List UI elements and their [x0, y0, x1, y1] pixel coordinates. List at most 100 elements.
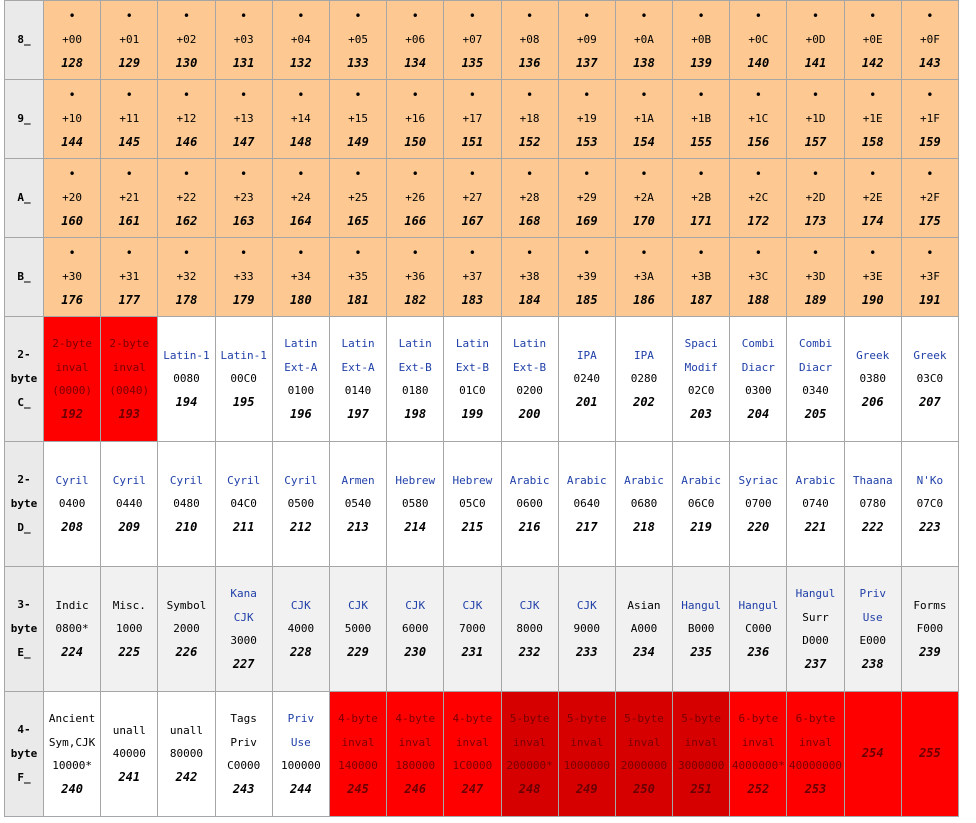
- byte-cell: Priv Use E000 238: [843, 566, 902, 692]
- block-link[interactable]: Cyril: [112, 473, 146, 487]
- byte-value: 197: [347, 406, 369, 421]
- byte-value: 150: [404, 134, 427, 149]
- block-link[interactable]: CJK: [233, 610, 254, 624]
- block-link[interactable]: Arabic: [624, 473, 664, 487]
- cell-text: inval: [398, 735, 432, 749]
- block-link[interactable]: Cyril: [55, 473, 89, 487]
- block-link[interactable]: Combi: [741, 337, 775, 350]
- cell-text: 0480: [173, 497, 200, 511]
- block-link[interactable]: CJK: [405, 598, 426, 612]
- cell-text: 0800*: [55, 622, 89, 636]
- byte-cell: Hebrew 05C0 215: [443, 441, 502, 567]
- byte-cell: • +2F 175: [900, 158, 960, 238]
- byte-cell: • +2B 171: [672, 158, 731, 238]
- block-link[interactable]: Latin: [341, 337, 375, 350]
- block-link[interactable]: Hebrew: [452, 473, 493, 487]
- block-link[interactable]: Combi: [798, 337, 833, 350]
- row-header: 3- byte E_: [4, 566, 44, 692]
- block-link[interactable]: Latin: [398, 337, 432, 350]
- block-link[interactable]: Use: [290, 735, 311, 749]
- continuation-dot: •: [640, 8, 648, 23]
- block-link[interactable]: Priv: [287, 712, 315, 725]
- block-link[interactable]: Latin: [513, 337, 547, 350]
- continuation-dot: •: [354, 166, 362, 181]
- block-link[interactable]: Ext-A: [341, 360, 375, 374]
- block-link[interactable]: Armen: [341, 473, 375, 487]
- block-link[interactable]: CJK: [576, 598, 597, 612]
- block-link[interactable]: Hangul: [681, 598, 722, 612]
- block-link[interactable]: Modif: [684, 360, 718, 374]
- byte-value: 211: [232, 519, 255, 534]
- block-link[interactable]: Diacr: [798, 360, 833, 374]
- block-link[interactable]: Thaana: [852, 473, 893, 487]
- byte-cell: • +01 129: [100, 0, 159, 80]
- block-link[interactable]: IPA: [634, 348, 654, 362]
- block-link[interactable]: Priv: [859, 587, 886, 600]
- byte-value: 198: [404, 406, 427, 421]
- byte-cell: • +1C 156: [729, 79, 788, 159]
- cell-text: E000: [859, 634, 886, 647]
- cell-text: Indic: [55, 598, 89, 612]
- cell-text: F000: [916, 622, 944, 636]
- block-link[interactable]: Hebrew: [395, 473, 436, 487]
- block-link[interactable]: Kana: [230, 587, 257, 600]
- continuation-dot: •: [697, 245, 705, 260]
- cell-text: +37: [462, 270, 483, 284]
- cell-text: +0C: [748, 33, 769, 47]
- continuation-dot: •: [525, 8, 534, 23]
- block-link[interactable]: Arabic: [795, 473, 836, 487]
- block-link[interactable]: Cyril: [169, 473, 204, 487]
- byte-value: 135: [461, 55, 484, 70]
- block-link[interactable]: Ext-B: [398, 360, 432, 374]
- cell-text: inval: [55, 360, 89, 374]
- continuation-dot: •: [525, 166, 534, 181]
- block-link[interactable]: Use: [862, 610, 883, 624]
- block-link[interactable]: Latin-1: [220, 348, 267, 362]
- byte-cell: CJK 4000 228: [271, 566, 330, 692]
- block-link[interactable]: Latin-1: [163, 348, 210, 362]
- block-link[interactable]: Hangul: [795, 587, 836, 600]
- byte-cell: Hangul Surr D000 237: [786, 566, 845, 692]
- row-header: A_: [4, 158, 44, 238]
- block-link[interactable]: Ext-A: [284, 360, 318, 374]
- byte-value: 217: [575, 519, 598, 534]
- block-link[interactable]: IPA: [576, 348, 597, 362]
- cell-text: +0B: [691, 33, 712, 47]
- block-link[interactable]: Syriac: [738, 473, 779, 487]
- block-link[interactable]: Cyril: [284, 473, 318, 487]
- block-link[interactable]: Arabic: [509, 473, 550, 487]
- block-link[interactable]: Ext-B: [455, 360, 489, 374]
- byte-value: 128: [61, 55, 83, 70]
- byte-value: 213: [347, 519, 369, 534]
- continuation-dot: •: [68, 8, 76, 23]
- block-link[interactable]: Latin: [284, 337, 318, 350]
- continuation-dot: •: [411, 166, 419, 181]
- block-link[interactable]: CJK: [462, 598, 483, 612]
- byte-cell: Hangul C000 236: [729, 566, 788, 692]
- block-link[interactable]: Spaci: [684, 337, 718, 350]
- byte-cell: CJK 5000 229: [328, 566, 388, 692]
- block-link[interactable]: CJK: [348, 598, 368, 612]
- block-link[interactable]: Arabic: [681, 473, 722, 487]
- block-link[interactable]: Cyril: [227, 473, 261, 487]
- block-link[interactable]: Latin: [455, 337, 489, 350]
- block-link[interactable]: Diacr: [741, 360, 775, 374]
- byte-value: 201: [575, 394, 598, 409]
- continuation-dot: •: [869, 245, 877, 260]
- block-link[interactable]: Ext-B: [513, 360, 547, 374]
- byte-value: 241: [118, 769, 141, 784]
- block-link[interactable]: N'Ko: [916, 473, 944, 487]
- block-link[interactable]: Greek: [913, 348, 947, 362]
- byte-cell: Priv Use 100000 244: [271, 691, 330, 817]
- block-link[interactable]: Hangul: [738, 598, 779, 612]
- block-link[interactable]: CJK: [290, 598, 311, 612]
- byte-value: 208: [61, 519, 83, 534]
- cell-text: Ancient: [48, 712, 96, 725]
- block-link[interactable]: Greek: [856, 348, 890, 362]
- cell-text: 5000: [344, 622, 372, 636]
- continuation-dot: •: [411, 87, 419, 102]
- cell-text: 0140: [344, 384, 372, 397]
- block-link[interactable]: Arabic: [566, 473, 607, 487]
- byte-cell: • +25 165: [328, 158, 388, 238]
- block-link[interactable]: CJK: [519, 598, 540, 612]
